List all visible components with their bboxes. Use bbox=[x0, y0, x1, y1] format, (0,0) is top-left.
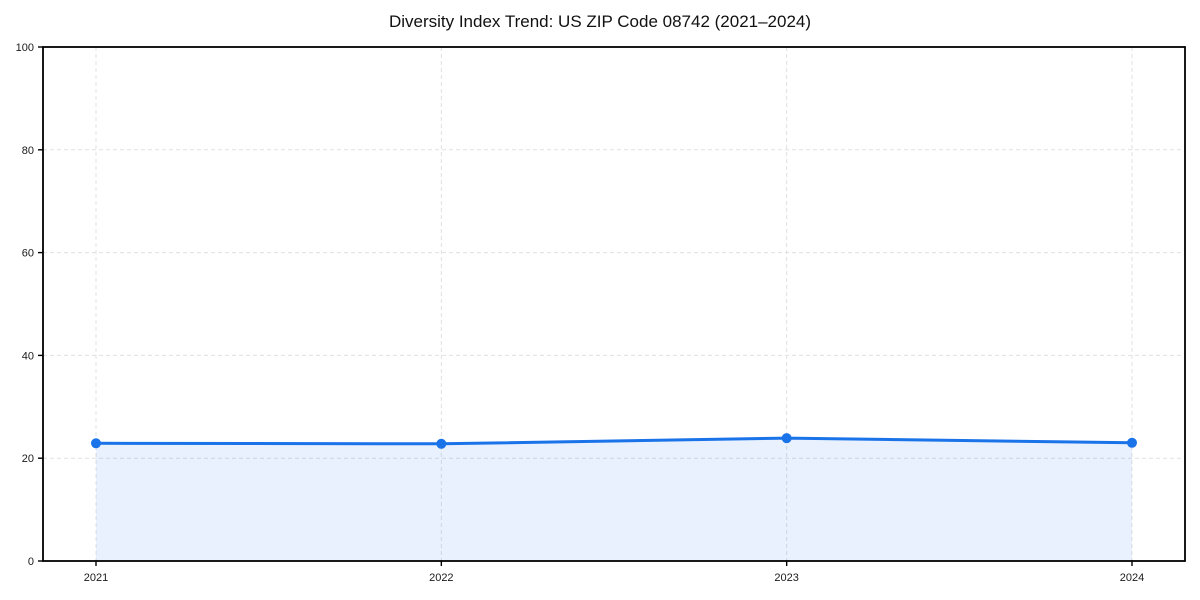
x-tick-label: 2024 bbox=[1120, 572, 1144, 584]
data-point bbox=[1127, 437, 1137, 448]
x-tick-label: 2021 bbox=[84, 572, 108, 584]
chart-title: Diversity Index Trend: US ZIP Code 08742… bbox=[388, 12, 812, 31]
data-point bbox=[91, 438, 101, 449]
y-tick-label: 0 bbox=[28, 556, 34, 568]
data-point bbox=[781, 433, 792, 444]
y-tick-label: 80 bbox=[22, 145, 34, 157]
y-tick-label: 20 bbox=[22, 453, 34, 465]
trend-line bbox=[94, 436, 1134, 446]
y-tick-label: 100 bbox=[16, 42, 34, 54]
x-tick-label: 2023 bbox=[774, 572, 798, 584]
y-tick-label: 40 bbox=[22, 350, 34, 362]
plot-border bbox=[42, 46, 1186, 562]
area-fill bbox=[96, 438, 1132, 561]
y-tick-label: 60 bbox=[22, 248, 34, 260]
data-point bbox=[436, 438, 447, 449]
x-tick-label: 2022 bbox=[429, 572, 453, 584]
